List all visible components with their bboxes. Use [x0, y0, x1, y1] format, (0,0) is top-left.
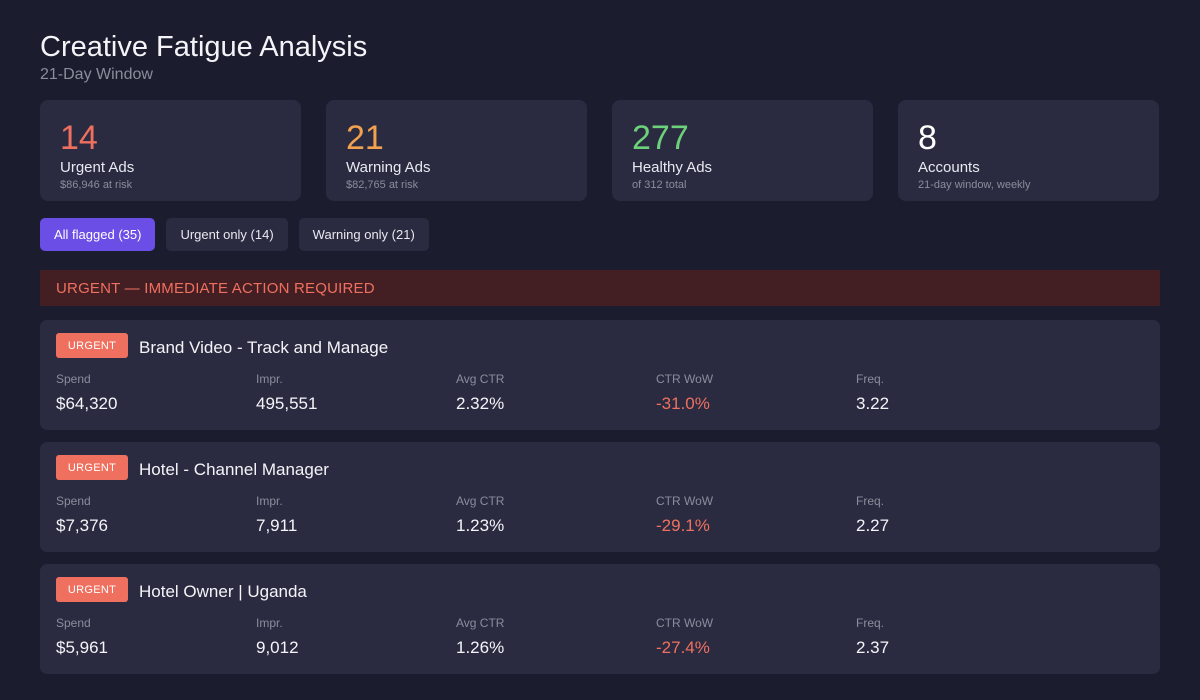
- metric-ctr-wow: CTR WoW -31.0%: [656, 372, 713, 414]
- metric-label: CTR WoW: [656, 616, 714, 630]
- metric-avg-ctr: Avg CTR 1.26%: [456, 616, 504, 658]
- page-title: Creative Fatigue Analysis: [40, 31, 368, 63]
- metric-frequency: Freq. 2.27: [856, 494, 889, 536]
- metric-value: 2.32%: [456, 394, 505, 413]
- metric-label: Impr.: [256, 616, 283, 630]
- metric-label: Freq.: [856, 372, 885, 386]
- metric-label: Avg CTR: [456, 372, 505, 386]
- section-title: URGENT — IMMEDIATE ACTION REQUIRED: [56, 279, 375, 297]
- urgent-badge: URGENT: [56, 577, 128, 602]
- metric-label: CTR WoW: [656, 372, 714, 386]
- header: Creative Fatigue Analysis 21-Day Window: [40, 30, 367, 85]
- metric-label: Freq.: [856, 616, 885, 630]
- metric-avg-ctr: Avg CTR 1.23%: [456, 494, 504, 536]
- stat-label: Urgent Ads: [60, 159, 135, 176]
- metric-value: 7,911: [256, 516, 298, 535]
- metric-value: 1.23%: [456, 516, 505, 535]
- metric-label: Avg CTR: [456, 616, 505, 630]
- stat-subtext: of 312 total: [632, 179, 687, 191]
- metric-label: Impr.: [256, 372, 283, 386]
- metric-ctr-wow: CTR WoW -29.1%: [656, 494, 713, 536]
- filter-all-flagged-button[interactable]: All flagged (35): [40, 218, 156, 251]
- metric-label: Avg CTR: [456, 494, 505, 508]
- metric-value: -31.0%: [656, 394, 710, 413]
- metric-frequency: Freq. 2.37: [856, 616, 889, 658]
- page-subtitle: 21-Day Window: [40, 66, 153, 83]
- ad-name: Hotel Owner | Uganda: [139, 582, 307, 601]
- stats-row: 14 Urgent Ads $86,946 at risk 21 Warning…: [40, 100, 1159, 201]
- metric-frequency: Freq. 3.22: [856, 372, 889, 414]
- metric-spend: Spend $7,376: [56, 494, 108, 536]
- metric-value: -27.4%: [656, 638, 710, 657]
- metric-value: -29.1%: [656, 516, 710, 535]
- metric-label: Spend: [56, 616, 91, 630]
- metric-label: CTR WoW: [656, 494, 714, 508]
- metric-label: Freq.: [856, 494, 885, 508]
- metric-avg-ctr: Avg CTR 2.32%: [456, 372, 504, 414]
- metric-impressions: Impr. 495,551: [256, 372, 317, 414]
- stat-label: Accounts: [918, 159, 980, 176]
- filter-bar: All flagged (35) Urgent only (14) Warnin…: [40, 218, 429, 251]
- ad-name: Hotel - Channel Manager: [139, 460, 329, 479]
- filter-warning-only-button[interactable]: Warning only (21): [298, 218, 429, 251]
- stat-subtext: 21-day window, weekly: [918, 179, 1031, 191]
- stat-value: 8: [918, 119, 937, 157]
- metric-value: 2.27: [856, 516, 890, 535]
- metric-value: $7,376: [56, 516, 108, 535]
- metric-value: 1.26%: [456, 638, 505, 657]
- metric-value: 2.37: [856, 638, 890, 657]
- stat-value: 21: [346, 119, 384, 157]
- metric-label: Spend: [56, 372, 91, 386]
- metric-spend: Spend $5,961: [56, 616, 108, 658]
- stat-card-accounts: 8 Accounts 21-day window, weekly: [898, 100, 1159, 201]
- stat-card-urgent: 14 Urgent Ads $86,946 at risk: [40, 100, 301, 201]
- metric-value: 9,012: [256, 638, 299, 657]
- metric-value: $5,961: [56, 638, 108, 657]
- stat-subtext: $82,765 at risk: [346, 179, 419, 191]
- metric-impressions: Impr. 7,911: [256, 494, 297, 536]
- ad-card[interactable]: URGENT Hotel - Channel Manager Spend $7,…: [40, 442, 1160, 552]
- metric-label: Spend: [56, 494, 91, 508]
- metric-value: 3.22: [856, 394, 890, 413]
- stat-value: 277: [632, 119, 689, 157]
- urgent-section-banner: URGENT — IMMEDIATE ACTION REQUIRED: [40, 270, 1160, 306]
- stat-value: 14: [60, 119, 98, 157]
- metric-spend: Spend $64,320: [56, 372, 117, 414]
- stat-card-healthy: 277 Healthy Ads of 312 total: [612, 100, 873, 201]
- stat-card-warning: 21 Warning Ads $82,765 at risk: [326, 100, 587, 201]
- ad-card[interactable]: URGENT Brand Video - Track and Manage Sp…: [40, 320, 1160, 430]
- urgent-badge: URGENT: [56, 333, 128, 358]
- metric-value: 495,551: [256, 394, 318, 413]
- urgent-badge: URGENT: [56, 455, 128, 480]
- stat-subtext: $86,946 at risk: [60, 179, 133, 191]
- ad-card[interactable]: URGENT Hotel Owner | Uganda Spend $5,961…: [40, 564, 1160, 674]
- metric-ctr-wow: CTR WoW -27.4%: [656, 616, 713, 658]
- ad-name: Brand Video - Track and Manage: [139, 338, 389, 357]
- metric-label: Impr.: [256, 494, 283, 508]
- stat-label: Warning Ads: [346, 159, 431, 176]
- stat-label: Healthy Ads: [632, 159, 713, 176]
- metric-impressions: Impr. 9,012: [256, 616, 299, 658]
- filter-urgent-only-button[interactable]: Urgent only (14): [166, 218, 288, 251]
- metric-value: $64,320: [56, 394, 118, 413]
